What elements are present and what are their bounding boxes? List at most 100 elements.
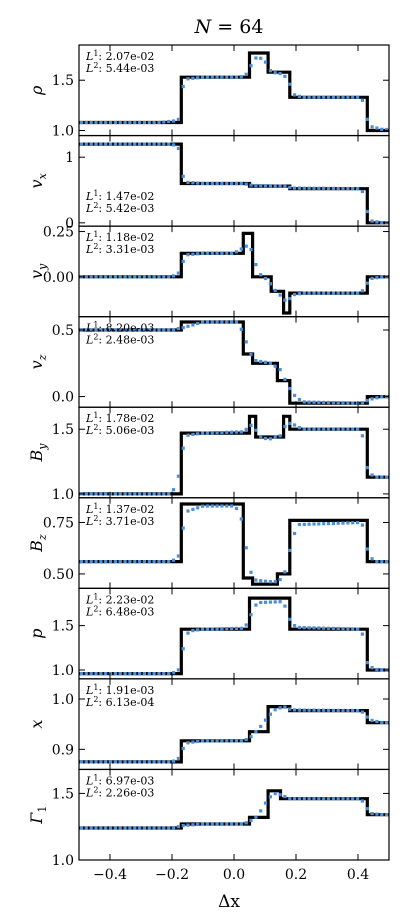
numerical-point <box>186 433 190 437</box>
numerical-point <box>254 729 258 734</box>
numerical-point <box>346 797 350 801</box>
numerical-point <box>307 708 311 712</box>
y-tick-label: 0.5 <box>52 323 74 339</box>
numerical-point <box>302 291 306 295</box>
numerical-point <box>351 95 355 99</box>
numerical-point <box>273 71 277 75</box>
numerical-point <box>152 492 156 496</box>
l1-error-label: L1: 1.47e-02 <box>85 189 154 203</box>
numerical-point <box>176 117 180 121</box>
numerical-point <box>215 75 219 79</box>
numerical-point <box>254 815 258 819</box>
numerical-point <box>380 668 384 672</box>
numerical-point <box>157 826 161 830</box>
numerical-point <box>273 364 277 368</box>
numerical-point <box>181 85 185 89</box>
numerical-point <box>326 400 331 405</box>
numerical-point <box>234 250 239 254</box>
numerical-point <box>263 801 268 805</box>
numerical-point <box>167 560 171 564</box>
numerical-point <box>331 401 335 405</box>
numerical-point <box>336 401 340 405</box>
numerical-point <box>215 504 219 508</box>
y-tick-label: 0.50 <box>43 567 74 583</box>
numerical-point <box>230 320 234 324</box>
numerical-point <box>142 120 146 125</box>
numerical-point <box>167 760 171 764</box>
numerical-point <box>346 187 350 191</box>
numerical-point <box>249 64 253 68</box>
numerical-point <box>293 186 297 190</box>
numerical-point <box>331 95 335 99</box>
numerical-point <box>201 251 205 255</box>
numerical-point <box>375 276 379 280</box>
numerical-point <box>79 826 84 830</box>
numerical-point <box>263 276 268 281</box>
numerical-point <box>162 826 166 830</box>
numerical-point <box>370 557 374 561</box>
numerical-point <box>167 492 171 496</box>
numerical-point <box>365 209 369 214</box>
numerical-point <box>123 492 127 496</box>
numerical-point <box>181 259 185 263</box>
numerical-point <box>147 275 151 279</box>
y-axis-label: vy <box>27 263 49 279</box>
y-tick-label: 1 <box>65 150 74 166</box>
figure-title: N = 64 <box>194 16 264 38</box>
numerical-point <box>152 120 156 125</box>
numerical-point <box>312 95 316 99</box>
x-tick-label: 0.2 <box>285 867 307 883</box>
numerical-point <box>239 75 243 79</box>
numerical-point <box>123 275 127 279</box>
numerical-point <box>201 739 205 743</box>
numerical-point <box>225 251 229 255</box>
numerical-point <box>375 475 379 479</box>
numerical-point <box>341 186 345 191</box>
y-tick-label: 1.0 <box>52 663 74 679</box>
y-axis-label: p <box>27 628 46 638</box>
numerical-point <box>239 181 243 186</box>
numerical-point <box>186 631 190 635</box>
numerical-point <box>152 275 156 279</box>
numerical-point <box>331 797 335 801</box>
numerical-point <box>375 560 379 564</box>
numerical-point <box>259 359 263 364</box>
numerical-point <box>234 822 239 826</box>
numerical-point <box>84 120 88 125</box>
numerical-point <box>181 647 185 651</box>
numerical-point <box>239 247 243 251</box>
numerical-point <box>288 185 292 189</box>
numerical-point <box>225 430 229 434</box>
numerical-point <box>89 760 93 764</box>
l2-error-label: L2: 3.31e-03 <box>85 242 154 256</box>
l1-error-label: L1: 2.07e-02 <box>85 49 154 63</box>
numerical-point <box>191 323 195 327</box>
numerical-point <box>268 600 272 604</box>
numerical-point <box>249 183 253 187</box>
l2-error-label: L2: 6.48e-03 <box>85 604 154 618</box>
numerical-point <box>162 142 166 146</box>
numerical-point <box>326 797 331 801</box>
numerical-point <box>113 672 117 676</box>
numerical-point <box>254 428 258 432</box>
numerical-point <box>171 143 176 147</box>
numerical-point <box>104 142 108 146</box>
numerical-point <box>351 521 355 525</box>
numerical-point <box>288 386 292 391</box>
numerical-point <box>288 617 292 621</box>
numerical-point <box>249 735 253 739</box>
numerical-point <box>108 826 113 830</box>
numerical-point <box>176 146 180 150</box>
numerical-point <box>239 517 243 521</box>
numerical-point <box>312 797 316 801</box>
numerical-point <box>215 822 219 826</box>
numerical-point <box>167 142 171 146</box>
numerical-point <box>360 401 364 405</box>
l1-error-label: L1: 1.18e-02 <box>85 230 154 244</box>
numerical-point <box>220 822 224 826</box>
numerical-point <box>322 291 326 295</box>
numerical-point <box>331 427 335 431</box>
numerical-point <box>346 291 350 295</box>
numerical-point <box>157 492 161 496</box>
numerical-point <box>205 251 209 255</box>
